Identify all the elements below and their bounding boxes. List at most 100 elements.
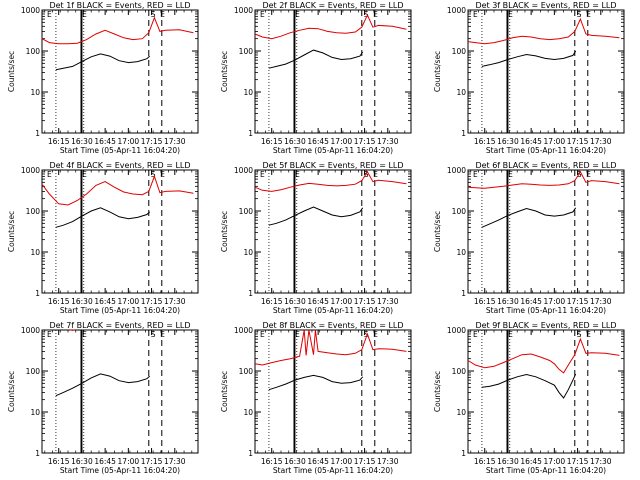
x-tick-label: 17:15 (567, 297, 589, 306)
y-tick-label: 1 (35, 289, 40, 298)
x-tick-label: 16:30 (71, 457, 93, 466)
panel-1: Det 1f BLACK = Events, RED = LLD 1 10 100 10… (7, 1, 199, 155)
x-tick-label: 16:15 (474, 457, 496, 466)
series-events-line (55, 207, 151, 228)
x-tick-label: 16:30 (284, 137, 306, 146)
x-tick-label: 17:15 (567, 457, 589, 466)
series-events-line (55, 373, 151, 397)
y-axis-label: Counts/sec (220, 211, 229, 252)
x-tick-label: 16:30 (284, 457, 306, 466)
flag-label: E (295, 10, 300, 19)
series-lld-line (467, 170, 620, 189)
axes-frame (467, 169, 625, 294)
series-events-line (55, 53, 151, 71)
x-tick-label: 17:00 (544, 137, 566, 146)
x-tick-label: 16:30 (71, 297, 93, 306)
y-tick-label: 10 (243, 248, 253, 257)
x-axis-label: Start Time (05-Apr-11 16:04:20) (273, 466, 393, 475)
y-tick-label: 1 (35, 129, 40, 138)
y-tick-label: 10 (30, 88, 40, 97)
y-tick-label: 10 (456, 408, 466, 417)
y-axis-label: Counts/sec (433, 51, 442, 92)
flag-label: E (473, 330, 478, 339)
y-tick-label: 10 (243, 88, 253, 97)
y-tick-label: 1 (248, 289, 253, 298)
chart-title: Det 1f BLACK = Events, RED = LLD (49, 1, 190, 10)
chart-title: Det 2f BLACK = Events, RED = LLD (262, 1, 403, 10)
y-tick-label: 100 (452, 47, 467, 56)
y-axis-label: Counts/sec (7, 371, 16, 412)
x-tick-label: 17:30 (377, 457, 399, 466)
x-axis-label: Start Time (05-Apr-11 16:04:20) (486, 306, 606, 315)
y-axis-label: Counts/sec (433, 371, 442, 412)
y-tick-label: 100 (26, 367, 41, 376)
flag-label: E (260, 170, 265, 179)
chart-title: Det 8f BLACK = Events, RED = LLD (262, 321, 403, 330)
flag-label: E (82, 10, 87, 19)
y-axis-label: Counts/sec (220, 51, 229, 92)
y-tick-label: 100 (452, 367, 467, 376)
series-events-line (481, 50, 577, 67)
x-tick-label: 17:30 (590, 137, 612, 146)
flag-label: S (364, 330, 369, 339)
flag-label: E (47, 170, 52, 179)
x-tick-label: 17:00 (118, 457, 140, 466)
flag-label: E (160, 10, 165, 19)
series-lld-line (41, 16, 194, 45)
flag-label: E (47, 330, 52, 339)
x-tick-label: 17:15 (141, 297, 163, 306)
x-axis-label: Start Time (05-Apr-11 16:04:20) (486, 466, 606, 475)
flag-label: S (364, 10, 369, 19)
y-tick-label: 1 (461, 129, 466, 138)
y-tick-label: 10 (456, 248, 466, 257)
x-tick-label: 16:45 (307, 137, 329, 146)
x-tick-label: 16:15 (261, 137, 283, 146)
y-tick-label: 100 (239, 47, 254, 56)
y-tick-label: 1000 (21, 326, 40, 335)
x-tick-label: 16:15 (48, 137, 70, 146)
y-tick-label: 10 (243, 408, 253, 417)
y-tick-label: 100 (239, 367, 254, 376)
panel-6: Det 6f BLACK = Events, RED = LLD 1 10 100 10… (433, 161, 625, 315)
x-tick-label: 17:30 (590, 457, 612, 466)
axes-frame (467, 9, 625, 134)
series-events-line (481, 373, 577, 399)
flag-label: E (586, 10, 591, 19)
panel-8: Det 8f BLACK = Events, RED = LLD 1 10 100 10… (220, 321, 412, 475)
x-tick-label: 16:45 (94, 137, 116, 146)
flag-label: S (577, 10, 582, 19)
series-lld-line (254, 13, 407, 40)
x-tick-label: 16:15 (261, 297, 283, 306)
series-lld-line (467, 17, 620, 45)
flag-label: E (82, 170, 87, 179)
x-tick-label: 17:00 (331, 457, 353, 466)
flag-label: E (508, 10, 513, 19)
y-tick-label: 1000 (21, 166, 40, 175)
series-lld-line (41, 174, 194, 206)
x-tick-label: 17:15 (141, 457, 163, 466)
flag-label: S (151, 170, 156, 179)
x-tick-label: 17:00 (331, 297, 353, 306)
y-tick-label: 1000 (21, 6, 40, 15)
x-tick-label: 17:00 (544, 297, 566, 306)
flag-label: E (508, 170, 513, 179)
flag-label: E (260, 10, 265, 19)
series-lld-line (254, 170, 407, 192)
x-tick-label: 16:15 (48, 297, 70, 306)
axes-frame (254, 9, 412, 134)
x-tick-label: 17:00 (118, 297, 140, 306)
x-tick-label: 16:45 (520, 297, 542, 306)
x-tick-label: 16:30 (71, 137, 93, 146)
flag-label: E (47, 10, 52, 19)
chart-title: Det 6f BLACK = Events, RED = LLD (475, 161, 616, 170)
x-tick-label: 16:15 (48, 457, 70, 466)
panel-7: Det 7f BLACK = Events, RED = LLD 1 10 100 10… (7, 321, 199, 475)
x-tick-label: 17:00 (118, 137, 140, 146)
y-axis-label: Counts/sec (433, 211, 442, 252)
x-axis-label: Start Time (05-Apr-11 16:04:20) (60, 306, 180, 315)
flag-label: E (586, 330, 591, 339)
x-tick-label: 16:15 (261, 457, 283, 466)
x-tick-label: 17:30 (377, 137, 399, 146)
y-tick-label: 100 (26, 47, 41, 56)
